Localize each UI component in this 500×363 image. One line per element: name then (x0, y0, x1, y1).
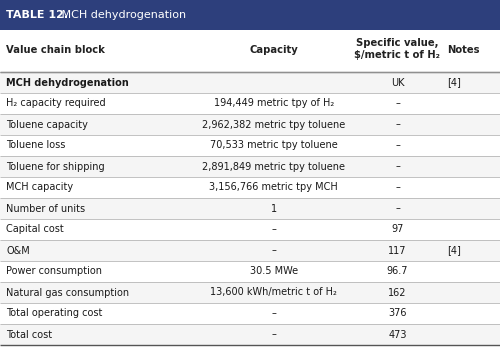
Text: –: – (272, 245, 276, 256)
Text: [4]: [4] (448, 245, 462, 256)
Bar (0, 282, 500, 303)
Text: Total cost: Total cost (6, 330, 52, 339)
Text: UK: UK (391, 77, 404, 87)
Text: 2,891,849 metric tpy toluene: 2,891,849 metric tpy toluene (202, 162, 345, 171)
Text: 162: 162 (388, 287, 407, 298)
Text: Toluene capacity: Toluene capacity (6, 119, 88, 130)
Text: –: – (395, 204, 400, 213)
Text: 96.7: 96.7 (387, 266, 408, 277)
Text: 3,156,766 metric tpy MCH: 3,156,766 metric tpy MCH (210, 183, 338, 192)
Text: 70,533 metric tpy toluene: 70,533 metric tpy toluene (210, 140, 338, 151)
Text: 473: 473 (388, 330, 407, 339)
Text: –: – (272, 224, 276, 234)
Text: Notes: Notes (448, 45, 480, 55)
Text: O&M: O&M (6, 245, 30, 256)
Bar (0, 156, 500, 177)
Text: Total operating cost: Total operating cost (6, 309, 103, 318)
Text: TABLE 12.: TABLE 12. (6, 10, 68, 20)
Text: 194,449 metric tpy of H₂: 194,449 metric tpy of H₂ (214, 98, 334, 109)
Bar (0, 219, 500, 240)
Bar (0, 303, 500, 324)
Bar (0, 114, 500, 135)
Text: Value chain block: Value chain block (6, 45, 105, 55)
Text: MCH dehydrogenation: MCH dehydrogenation (6, 77, 129, 87)
Text: H₂ capacity required: H₂ capacity required (6, 98, 106, 109)
Bar (0, 177, 500, 198)
Text: 13,600 kWh/metric t of H₂: 13,600 kWh/metric t of H₂ (210, 287, 337, 298)
Text: –: – (395, 119, 400, 130)
Text: Natural gas consumption: Natural gas consumption (6, 287, 130, 298)
Bar (0, 198, 500, 219)
Text: 1: 1 (270, 204, 277, 213)
Text: Toluene loss: Toluene loss (6, 140, 66, 151)
Bar (0, 324, 500, 345)
Text: 376: 376 (388, 309, 407, 318)
Text: 30.5 MWe: 30.5 MWe (250, 266, 298, 277)
Text: Toluene for shipping: Toluene for shipping (6, 162, 105, 171)
Text: 2,962,382 metric tpy toluene: 2,962,382 metric tpy toluene (202, 119, 346, 130)
Text: Capacity: Capacity (250, 45, 298, 55)
Text: –: – (272, 309, 276, 318)
Bar (0, 72, 500, 93)
Bar (0, 0, 500, 30)
Text: MCH capacity: MCH capacity (6, 183, 73, 192)
Bar (0, 93, 500, 114)
Text: –: – (395, 98, 400, 109)
Text: Capital cost: Capital cost (6, 224, 64, 234)
Bar (0, 135, 500, 156)
Bar (0, 30, 500, 72)
Text: –: – (272, 330, 276, 339)
Text: [4]: [4] (448, 77, 462, 87)
Bar (0, 261, 500, 282)
Text: –: – (395, 183, 400, 192)
Text: 97: 97 (392, 224, 404, 234)
Text: –: – (395, 162, 400, 171)
Text: Specific value,
$/metric t of H₂: Specific value, $/metric t of H₂ (354, 38, 440, 60)
Text: Number of units: Number of units (6, 204, 86, 213)
Text: Power consumption: Power consumption (6, 266, 102, 277)
Bar (0, 240, 500, 261)
Text: –: – (395, 140, 400, 151)
Text: 117: 117 (388, 245, 407, 256)
Text: MCH dehydrogenation: MCH dehydrogenation (58, 10, 186, 20)
